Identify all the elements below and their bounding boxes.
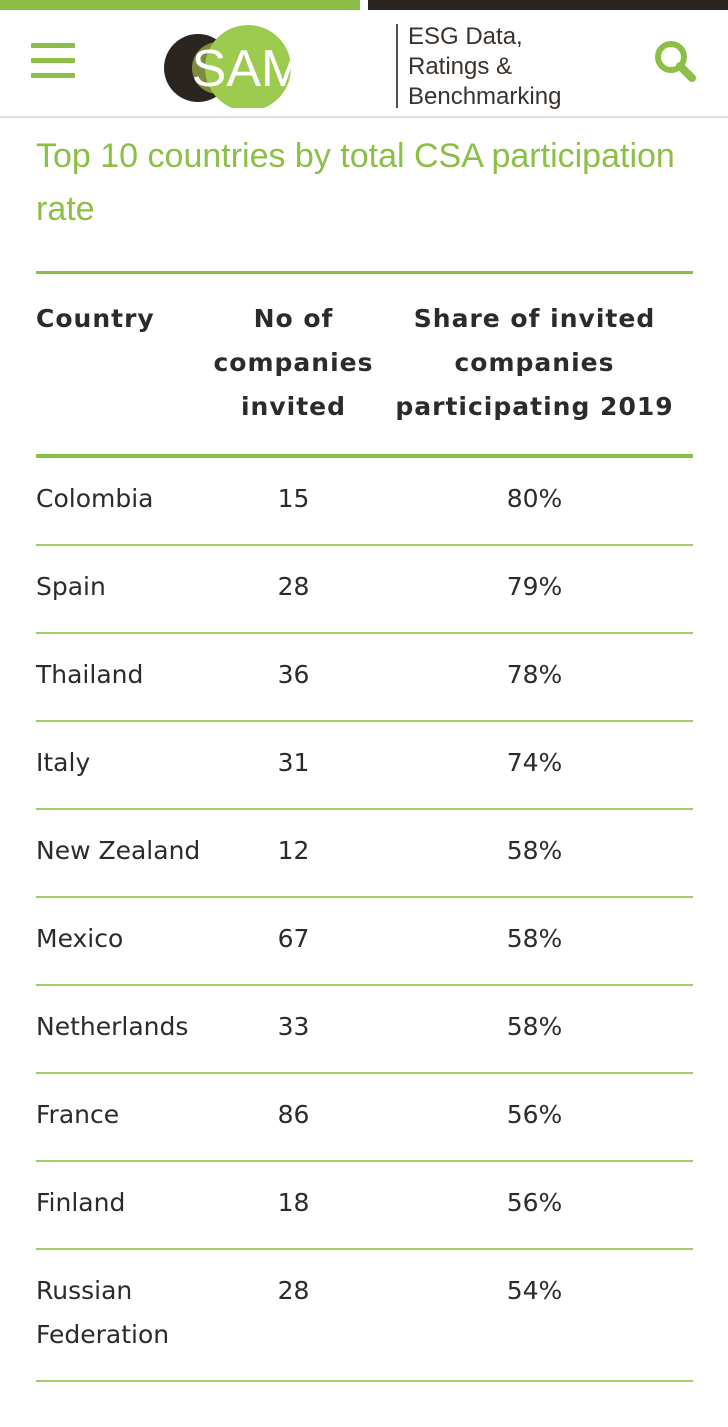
cell-invited: 31 (277, 748, 310, 777)
cell-invited: 12 (277, 836, 310, 865)
header-line: invited (240, 392, 347, 421)
cell-country: France (36, 1100, 120, 1129)
logo-text: SAM (192, 40, 305, 98)
header-country-label: Country (36, 304, 155, 333)
cell-country: Russian Federation (36, 1276, 170, 1349)
page-title: Top 10 countries by total CSA participat… (36, 137, 675, 228)
sam-logo-mark: SAM (164, 25, 305, 108)
cell-share: 58% (506, 1012, 563, 1041)
cell-share: 74% (506, 748, 563, 777)
top-bar-green-segment (0, 0, 360, 10)
cell-share: 56% (506, 1188, 563, 1217)
header-line: participating 2019 (395, 392, 674, 421)
header-companies-invited: No of companies invited (211, 273, 376, 457)
cell-invited: 28 (277, 1276, 310, 1305)
cell-invited: 28 (277, 572, 310, 601)
cell-country: Colombia (36, 484, 154, 513)
table-row: France 86 56% (36, 1073, 693, 1161)
tagline-line: ESG Data, (408, 23, 523, 50)
cell-share: 56% (506, 1100, 563, 1129)
participation-table: Country No of companies invited Share of… (36, 271, 693, 1382)
table-row: Spain 28 79% (36, 545, 693, 633)
cell-share: 78% (506, 660, 563, 689)
table-row: Colombia 15 80% (36, 456, 693, 545)
cell-invited: 67 (277, 924, 310, 953)
header-line: companies (454, 348, 615, 377)
table-header-row: Country No of companies invited Share of… (36, 272, 693, 457)
site-header: SAM ESG Data, Ratings & Benchmarking (0, 10, 728, 118)
cell-invited: 15 (277, 484, 310, 513)
cell-share: 58% (506, 836, 563, 865)
search-icon[interactable] (652, 38, 698, 84)
table-row: Mexico 67 58% (36, 897, 693, 985)
header-share-participating: Share of invited companies participating… (376, 273, 693, 457)
table-row: Netherlands 33 58% (36, 985, 693, 1073)
table-row: Russian Federation 28 54% (36, 1249, 693, 1381)
cell-country: Italy (36, 748, 91, 777)
tagline-line: Ratings & (408, 53, 513, 80)
hamburger-menu-icon[interactable] (31, 43, 75, 79)
cell-country: Netherlands (36, 1012, 189, 1041)
header-line: No of (253, 304, 334, 333)
top-bar-dark-segment (368, 0, 728, 10)
cell-share: 58% (506, 924, 563, 953)
logo-tagline: ESG Data, Ratings & Benchmarking (408, 22, 561, 112)
header-country: Country (36, 273, 211, 457)
tagline-line: Benchmarking (408, 83, 562, 110)
cell-country: Mexico (36, 924, 124, 953)
header-line: companies (213, 348, 374, 377)
cell-country: Thailand (36, 660, 144, 689)
cell-invited: 33 (277, 1012, 310, 1041)
cell-share: 80% (506, 484, 563, 513)
table-row: Finland 18 56% (36, 1161, 693, 1249)
table-row: Italy 31 74% (36, 721, 693, 809)
top-color-bar (0, 0, 728, 10)
cell-country: Finland (36, 1188, 126, 1217)
cell-invited: 36 (277, 660, 310, 689)
cell-country: Spain (36, 572, 106, 601)
cell-share: 79% (506, 572, 563, 601)
cell-invited: 86 (277, 1100, 310, 1129)
table-row: Thailand 36 78% (36, 633, 693, 721)
cell-invited: 18 (277, 1188, 310, 1217)
cell-country: New Zealand (36, 836, 201, 865)
sam-logo[interactable]: SAM ESG Data, Ratings & Benchmarking (160, 18, 570, 110)
table-row: New Zealand 12 58% (36, 809, 693, 897)
logo-divider (396, 24, 398, 108)
header-line: Share of invited (413, 304, 656, 333)
cell-share: 54% (506, 1276, 563, 1305)
